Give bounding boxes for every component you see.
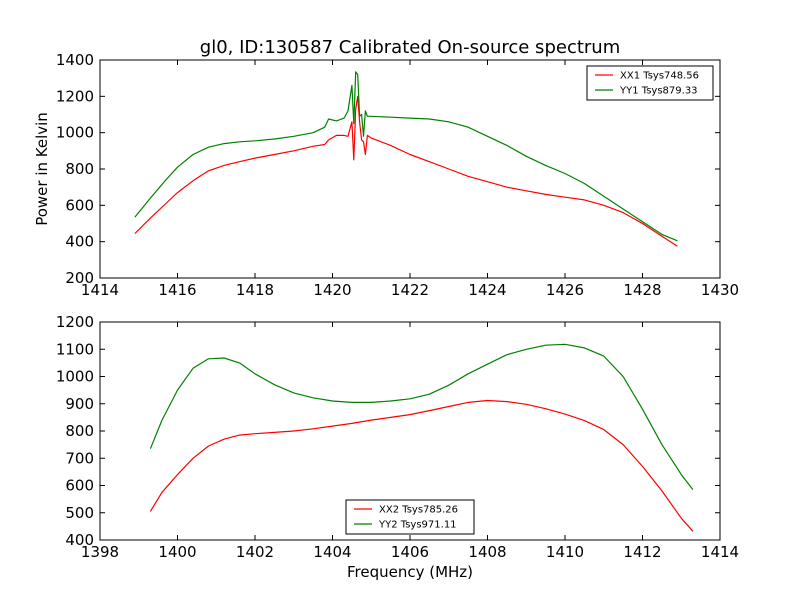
- x-tick-label: 1418: [236, 281, 274, 299]
- y-tick-label: 600: [65, 477, 94, 495]
- series-line-2-1: [149, 399, 694, 532]
- x-tick-label: 1410: [546, 543, 584, 561]
- x-tick-label: 1424: [468, 281, 506, 299]
- x-tick-label: 1406: [391, 543, 429, 561]
- x-tick-label: 1402: [236, 543, 274, 561]
- figure-title: gl0, ID:130587 Calibrated On-source spec…: [200, 37, 620, 58]
- x-tick-label: 1428: [623, 281, 661, 299]
- y-tick-label: 200: [65, 269, 94, 287]
- legend-label: YY2 Tsys971.11: [378, 520, 457, 531]
- y-tick-label: 800: [65, 422, 94, 440]
- x-tick-label: 1414: [701, 543, 739, 561]
- legend-label: YY1 Tsys879.33: [619, 86, 698, 97]
- y-tick-label: 600: [65, 196, 94, 214]
- plots-layer: 1414 1416 1418 1420 1422 1424 1426 1428 1430 200 4…: [56, 51, 739, 561]
- x-tick-label: 1400: [158, 543, 196, 561]
- y-tick-label: 1100: [56, 340, 94, 358]
- subplot-2: 1398 1400 1402 1404 1406 1408 1410 1412 1414 400 5…: [56, 313, 739, 561]
- y-tick-label: 1200: [56, 87, 94, 105]
- y-tick-label: 500: [65, 504, 94, 522]
- legend-label: XX2 Tsys785.26: [379, 505, 458, 516]
- x-tick-label: 1416: [158, 281, 196, 299]
- x-tick-label: 1404: [313, 543, 351, 561]
- y-tick-label: 1000: [56, 368, 94, 386]
- x-axis-label: Frequency (MHz): [347, 563, 473, 581]
- legend-box-2: [345, 499, 475, 535]
- x-tick-label: 1412: [623, 543, 661, 561]
- series-line-1-1: [134, 95, 678, 247]
- x-tick-label: 1430: [701, 281, 739, 299]
- y-tick-label: 700: [65, 449, 94, 467]
- y-axis-label: Power in Kelvin: [33, 112, 51, 226]
- x-tick-label: 1426: [546, 281, 584, 299]
- x-tick-label: 1422: [391, 281, 429, 299]
- y-tick-label: 400: [65, 531, 94, 549]
- y-tick-label: 800: [65, 160, 94, 178]
- y-tick-label: 900: [65, 395, 94, 413]
- legend-label: XX1 Tsys748.56: [620, 71, 699, 82]
- legend-box-1: [586, 65, 714, 101]
- y-tick-label: 1200: [56, 313, 94, 331]
- series-line-1-2: [134, 71, 678, 242]
- subplot-1: 1414 1416 1418 1420 1422 1424 1426 1428 1430 200 4…: [56, 51, 739, 299]
- y-tick-label: 400: [65, 233, 94, 251]
- x-tick-label: 1414: [81, 281, 119, 299]
- y-tick-label: 1000: [56, 124, 94, 142]
- series-line-2-2: [149, 343, 694, 490]
- x-tick-label: 1398: [81, 543, 119, 561]
- y-tick-label: 1400: [56, 51, 94, 69]
- x-tick-label: 1408: [468, 543, 506, 561]
- x-tick-label: 1420: [313, 281, 351, 299]
